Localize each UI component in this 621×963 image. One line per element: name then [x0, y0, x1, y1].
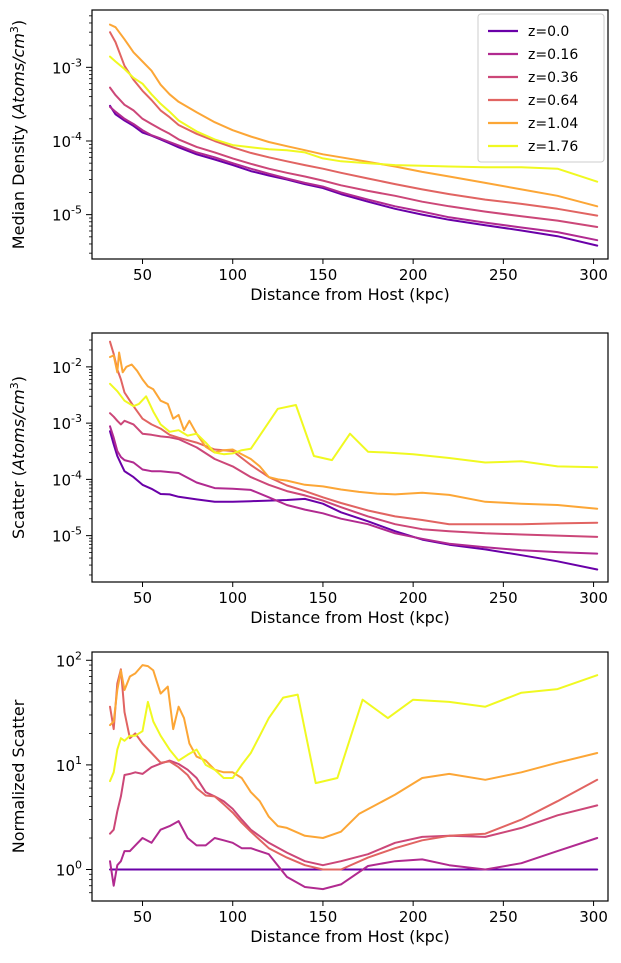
x-tick-label: 300	[579, 266, 608, 284]
legend-label-z-0-36: z=0.36	[528, 70, 578, 86]
series-line-z-0-36	[109, 86, 599, 228]
x-tick-label: 250	[489, 908, 518, 926]
series-line-z-1-76	[109, 382, 599, 469]
x-tick-label: 50	[133, 589, 152, 607]
x-tick-label: 250	[489, 266, 518, 284]
x-tick-label: 50	[133, 908, 152, 926]
series-line-z-0-0	[109, 104, 599, 247]
series-group	[109, 23, 599, 247]
series-line-z-0-0	[109, 430, 599, 571]
y-axis-label: Normalized Scatter	[9, 699, 28, 853]
x-tick-label: 200	[399, 589, 428, 607]
y-tick-label: 101	[56, 754, 82, 775]
y-tick-label: 10-5	[52, 204, 82, 225]
legend-label-z-0-16: z=0.16	[528, 47, 578, 63]
series-line-z-1-76	[109, 674, 599, 785]
x-axis-label: Distance from Host (kpc)	[250, 927, 450, 946]
plot-frame	[91, 9, 609, 260]
series-line-z-0-16	[109, 820, 599, 891]
y-tick-label: 102	[56, 649, 82, 670]
series-line-z-0-36	[109, 759, 599, 867]
series-line-z-0-16	[109, 105, 599, 242]
panel-normalized-scatter: 50 100 150 200 250 300 Distance from Host (kpc…	[9, 649, 609, 946]
plot-frame	[91, 332, 609, 583]
series-line-z-0-36	[109, 412, 599, 538]
x-tick-label: 100	[218, 908, 247, 926]
series-line-z-0-64	[109, 668, 599, 871]
legend: z=0.0 z=0.16 z=0.36 z=0.64 z=1.04 z=1.76	[477, 13, 605, 163]
x-axis-label: Distance from Host (kpc)	[250, 608, 450, 627]
legend-label-z-0-0: z=0.0	[528, 24, 569, 40]
y-tick-label: 10-3	[52, 56, 82, 77]
legend-box	[477, 13, 605, 163]
series-line-z-0-16	[109, 425, 599, 555]
x-tick-label: 150	[309, 589, 338, 607]
x-tick-label: 50	[133, 266, 152, 284]
panel-scatter: 50 100 150 200 250 300 Distance from Host (kpc…	[8, 332, 609, 627]
x-tick-label: 100	[218, 266, 247, 284]
y-tick-label: 10-2	[52, 356, 82, 377]
legend-label-z-1-04: z=1.04	[528, 116, 578, 132]
series-line-z-0-64	[109, 31, 599, 217]
x-tick-label: 200	[399, 908, 428, 926]
legend-label-z-0-64: z=0.64	[528, 93, 578, 109]
series-line-z-1-04	[109, 351, 599, 510]
y-tick-label: 10-4	[52, 130, 82, 151]
x-tick-label: 300	[579, 908, 608, 926]
x-tick-label: 150	[309, 908, 338, 926]
series-group	[109, 340, 599, 571]
series-line-z-0-64	[109, 340, 599, 526]
y-axis-label: Scatter (Atoms/cm3)	[8, 376, 28, 539]
x-tick-label: 150	[309, 266, 338, 284]
y-tick-label: 10-5	[52, 525, 82, 546]
y-tick-label: 10-3	[52, 412, 82, 433]
x-axis-label: Distance from Host (kpc)	[250, 285, 450, 304]
y-axis-label: Median Density (Atoms/cm3)	[8, 20, 28, 249]
series-line-z-1-76	[109, 55, 599, 183]
legend-label-z-1-76: z=1.76	[528, 139, 578, 155]
y-tick-label: 10-4	[52, 468, 82, 489]
x-tick-label: 300	[579, 589, 608, 607]
x-tick-label: 250	[489, 589, 518, 607]
plot-frame	[91, 651, 609, 902]
series-line-z-1-04	[109, 23, 599, 208]
series-line-z-1-04	[109, 664, 599, 839]
panel-median-density: 50 100 150 200 250 300 Distance from Host (kpc…	[8, 9, 609, 304]
y-tick-label: 100	[56, 859, 82, 880]
x-tick-label: 100	[218, 589, 247, 607]
x-tick-label: 200	[399, 266, 428, 284]
series-group	[109, 664, 599, 891]
